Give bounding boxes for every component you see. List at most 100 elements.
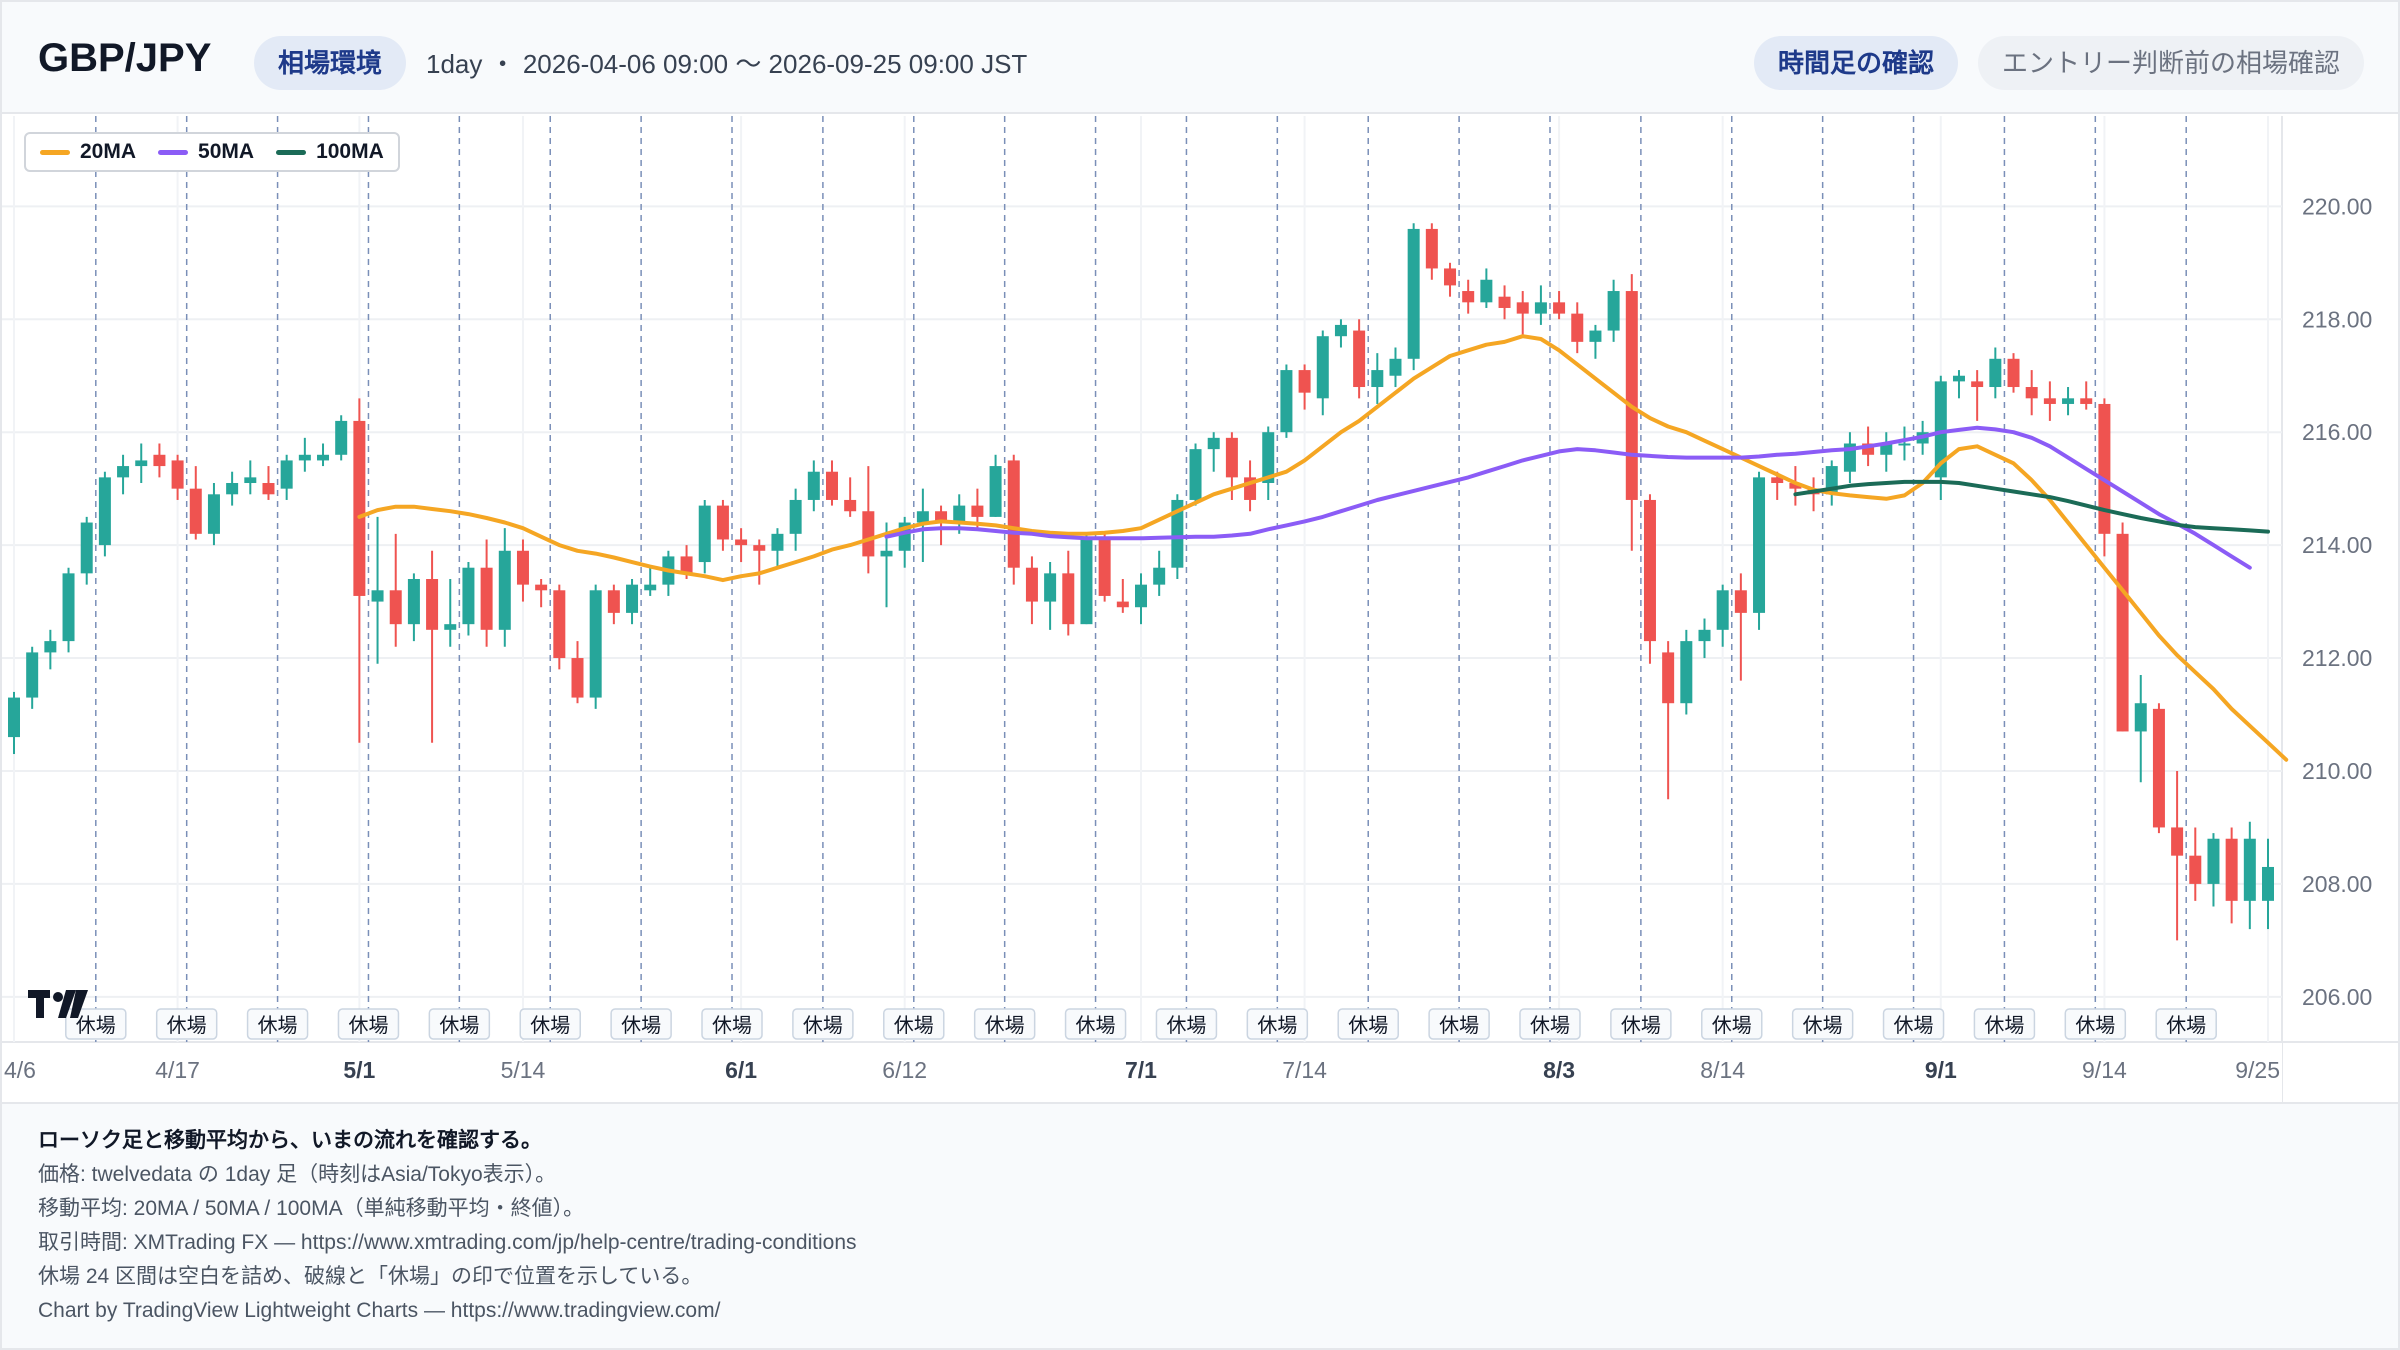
candle-body[interactable] [371, 590, 384, 602]
candle-body[interactable] [1516, 302, 1529, 314]
price-chart[interactable]: 206.00 208.00 210.00 212.00 214.00 216.00 218.… [2, 116, 2398, 1102]
candle-body[interactable] [2134, 703, 2147, 732]
candle-body[interactable] [207, 494, 220, 534]
candle-body[interactable] [753, 545, 766, 551]
candle-body[interactable] [189, 488, 202, 534]
candle-body[interactable] [135, 460, 148, 467]
candle-body[interactable] [26, 652, 39, 698]
candle-body[interactable] [1116, 601, 1129, 608]
candle-body[interactable] [226, 483, 239, 495]
candle-body[interactable] [1316, 336, 1329, 399]
candle-body[interactable] [1135, 584, 1147, 608]
candle-body[interactable] [335, 420, 348, 455]
candle-body[interactable] [589, 590, 602, 698]
candle-body[interactable] [2062, 398, 2075, 404]
candle-body[interactable] [898, 522, 911, 551]
candle-body[interactable] [916, 511, 929, 523]
candle-body[interactable] [1753, 477, 1766, 613]
candle-body[interactable] [1407, 228, 1420, 359]
candle-body[interactable] [535, 584, 548, 591]
tradingview-logo-icon[interactable] [28, 990, 88, 1020]
candle-body[interactable] [1534, 302, 1547, 314]
candle-body[interactable] [1789, 483, 1802, 489]
candle-body[interactable] [2207, 838, 2220, 884]
candle-body[interactable] [1462, 291, 1475, 303]
candle-body[interactable] [807, 471, 820, 500]
candle-body[interactable] [1971, 381, 1984, 388]
candle-body[interactable] [1934, 381, 1947, 478]
candle-body[interactable] [1444, 268, 1457, 286]
candle-body[interactable] [1189, 449, 1202, 500]
candle-body[interactable] [1262, 432, 1275, 484]
candle-body[interactable] [2189, 855, 2202, 884]
candle-body[interactable] [953, 505, 966, 523]
footer-line[interactable]: Chart by TradingView Lightweight Charts … [38, 1299, 721, 1322]
candle-body[interactable] [1771, 477, 1784, 484]
time-scale[interactable] [2, 1042, 2282, 1102]
candle-body[interactable] [117, 466, 130, 478]
candle-body[interactable] [1625, 291, 1638, 500]
timeframe-button[interactable]: 時間足の確認 [1754, 36, 1959, 90]
candle-body[interactable] [480, 567, 493, 630]
candle-body[interactable] [1952, 375, 1965, 382]
candle-body[interactable] [2043, 398, 2056, 404]
candle-body[interactable] [1371, 370, 1384, 388]
candle-body[interactable] [680, 556, 693, 574]
candle-body[interactable] [171, 460, 184, 489]
candle-body[interactable] [1225, 437, 1238, 478]
candle-body[interactable] [2116, 533, 2129, 732]
candle-body[interactable] [1589, 330, 1602, 342]
candle-body[interactable] [1553, 302, 1566, 314]
candle-body[interactable] [626, 584, 639, 613]
candle-body[interactable] [1244, 477, 1257, 500]
candle-body[interactable] [1734, 590, 1747, 613]
candle-body[interactable] [2171, 827, 2184, 856]
candle-body[interactable] [1643, 499, 1656, 642]
footer-line[interactable]: 取引時間: XMTrading FX — https://www.xmtradi… [38, 1231, 857, 1254]
candle-body[interactable] [262, 483, 275, 495]
candle-body[interactable] [789, 499, 802, 534]
candle-body[interactable] [771, 533, 784, 551]
candle-body[interactable] [1080, 539, 1093, 625]
candle-body[interactable] [1062, 573, 1075, 625]
candle-body[interactable] [862, 511, 875, 557]
candle-body[interactable] [1334, 324, 1347, 337]
candle-body[interactable] [825, 471, 838, 500]
candle-body[interactable] [153, 454, 166, 467]
ma-line-50ma[interactable] [884, 425, 2252, 570]
candle-body[interactable] [1353, 330, 1366, 388]
candle-body[interactable] [1698, 629, 1711, 642]
candle-body[interactable] [880, 550, 893, 557]
candle-body[interactable] [1153, 567, 1166, 585]
candle-body[interactable] [1098, 539, 1111, 596]
candle-body[interactable] [2007, 358, 2020, 388]
candle-body[interactable] [607, 590, 620, 613]
candle-body[interactable] [1025, 567, 1038, 602]
candle-body[interactable] [1044, 573, 1057, 602]
candle-body[interactable] [298, 454, 311, 461]
ma-line-20ma[interactable] [357, 334, 2289, 762]
candle-body[interactable] [80, 522, 93, 574]
candle-body[interactable] [280, 460, 293, 489]
candle-body[interactable] [1607, 291, 1620, 331]
candle-body[interactable] [2098, 403, 2111, 534]
candle-body[interactable] [1007, 460, 1020, 568]
candle-body[interactable] [1171, 499, 1184, 568]
candle-body[interactable] [1207, 437, 1220, 450]
candle-body[interactable] [989, 466, 1002, 517]
env-badge[interactable]: 相場環境 [254, 36, 407, 90]
candle-body[interactable] [1716, 590, 1729, 630]
candle-body[interactable] [1298, 370, 1311, 393]
chart-area[interactable]: 206.00 208.00 210.00 212.00 214.00 216.00 218.… [2, 116, 2398, 1102]
candle-body[interactable] [1662, 652, 1675, 704]
candle-body[interactable] [644, 584, 657, 591]
candle-body[interactable] [553, 590, 566, 659]
candle-body[interactable] [735, 539, 748, 546]
candle-body[interactable] [407, 579, 420, 625]
candle-body[interactable] [2152, 708, 2165, 828]
candle-body[interactable] [8, 697, 20, 738]
candle-body[interactable] [1571, 313, 1584, 342]
ma-line-100ma[interactable] [1793, 479, 2270, 534]
candle-body[interactable] [389, 590, 402, 625]
candle-body[interactable] [1898, 443, 1911, 446]
